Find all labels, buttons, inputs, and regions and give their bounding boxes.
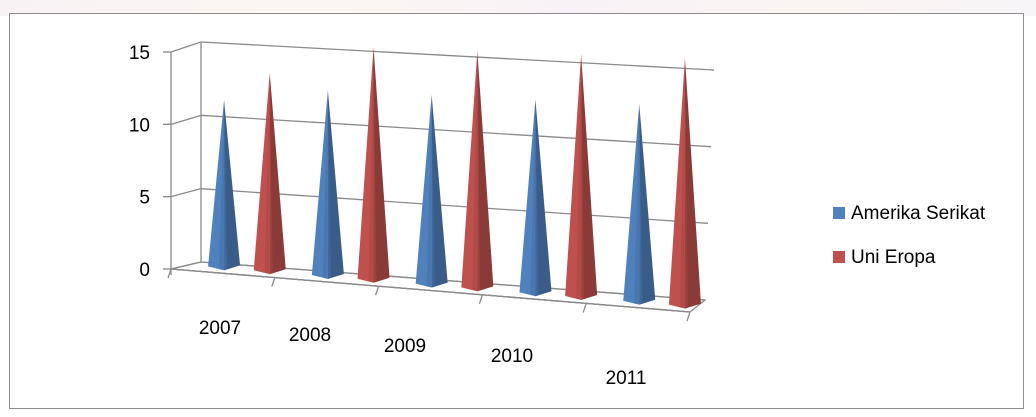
legend-label: Uni Eropa <box>851 247 936 268</box>
legend: Amerika Serikat Uni Eropa <box>833 203 986 268</box>
x-category-label-2007: 2007 <box>199 318 241 339</box>
x-tick-mark <box>582 303 587 313</box>
x-category-label-2008: 2008 <box>289 325 331 346</box>
legend-item-amerika-serikat: Amerika Serikat <box>833 203 986 224</box>
axes <box>163 42 707 322</box>
y-tick-label-0: 0 <box>139 260 150 281</box>
x-category-labels: 2007 2008 2009 2010 2011 <box>199 318 647 389</box>
x-tick-mark <box>271 277 276 287</box>
gridline-15 <box>200 41 715 71</box>
cone-amerika-serikat-2007 <box>208 100 241 271</box>
x-tick-mark <box>374 285 380 296</box>
y-tick-label-5: 5 <box>139 188 150 209</box>
y-tick-label-10: 10 <box>129 115 150 136</box>
cone-uni-eropa-2007 <box>253 73 286 275</box>
gridline-5 <box>200 188 709 224</box>
cone-amerika-serikat-2010 <box>519 99 552 297</box>
chart-bars <box>208 47 701 309</box>
x-axis-line-overlay <box>170 268 691 313</box>
cone-uni-eropa-2008 <box>357 47 390 283</box>
side-gridline-15 <box>170 41 202 53</box>
cone-amerika-serikat-2011 <box>623 104 656 305</box>
y-tick-label-15: 15 <box>129 43 150 64</box>
chart-frame <box>9 13 1024 409</box>
cone-uni-eropa-2010 <box>565 54 598 300</box>
side-gridline-5 <box>170 188 202 198</box>
cone-amerika-serikat-2009 <box>415 94 448 288</box>
background-watermark-band <box>0 0 1036 16</box>
cone-uni-eropa-2009 <box>461 50 494 292</box>
x-category-label-2011: 2011 <box>606 368 647 389</box>
y-tick-labels: 0 5 10 15 <box>129 43 150 281</box>
x-category-label-2010: 2010 <box>491 346 533 367</box>
gridline-10 <box>200 114 712 148</box>
x-category-label-2009: 2009 <box>384 336 426 357</box>
cone-amerika-serikat-2008 <box>311 90 344 280</box>
x-tick-mark <box>167 268 172 279</box>
side-gridline-10 <box>170 114 202 125</box>
x-tick-mark <box>478 294 484 305</box>
cone-uni-eropa-2011 <box>668 57 701 309</box>
legend-swatch <box>833 207 845 219</box>
legend-label: Amerika Serikat <box>851 203 986 224</box>
legend-swatch <box>833 251 845 263</box>
x-tick-mark <box>686 311 691 322</box>
legend-item-uni-eropa: Uni Eropa <box>833 247 936 268</box>
